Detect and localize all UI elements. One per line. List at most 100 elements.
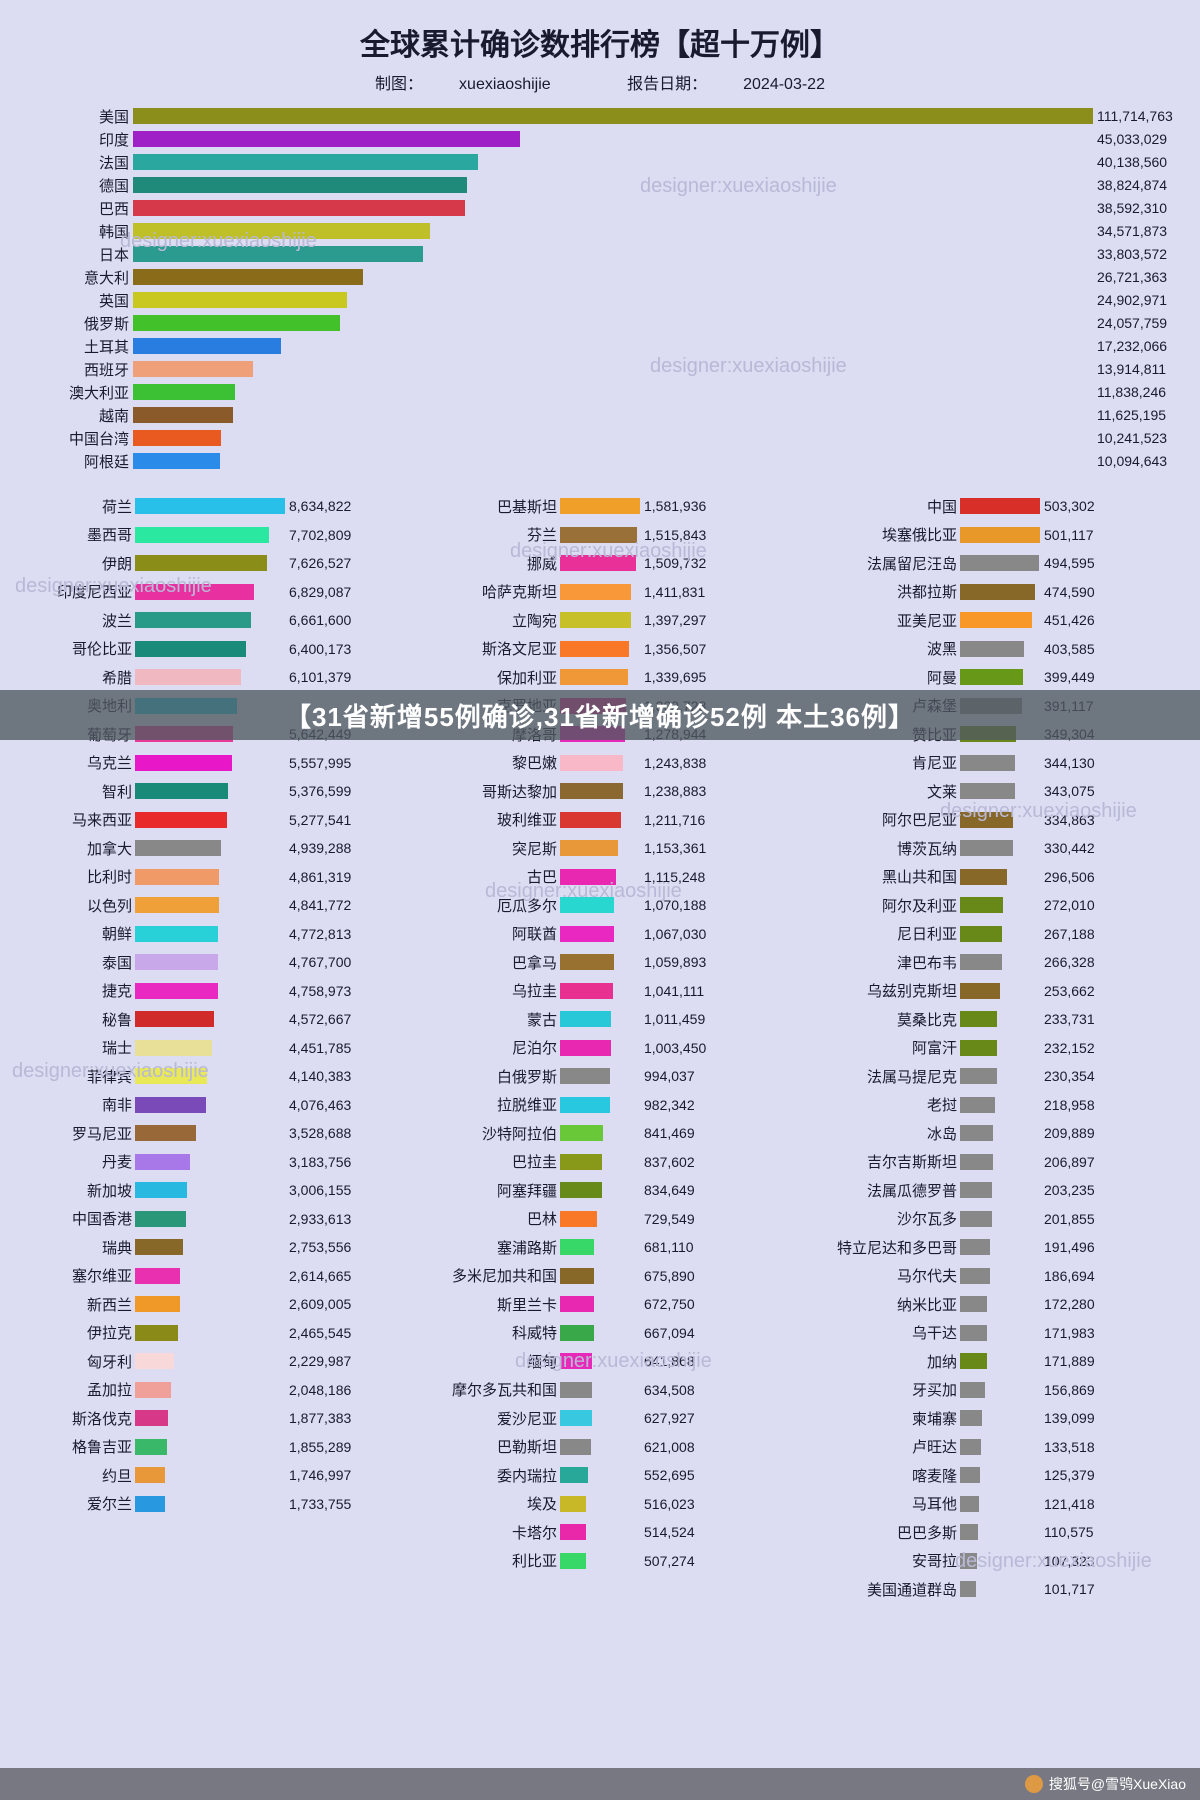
bar-area xyxy=(960,1239,1040,1255)
bar-fill xyxy=(960,1325,987,1341)
bar-value: 7,702,809 xyxy=(285,527,351,543)
bar-value: 1,733,755 xyxy=(285,1496,351,1512)
bar-area xyxy=(135,1353,285,1369)
bar-label: 越南 xyxy=(25,405,133,426)
bar-label: 埃及 xyxy=(385,1493,560,1514)
bar-label: 意大利 xyxy=(25,267,133,288)
bar-area xyxy=(135,1325,285,1341)
bar-label: 秘鲁 xyxy=(25,1009,135,1030)
bar-value: 10,094,643 xyxy=(1093,453,1167,469)
bar-area xyxy=(135,1040,285,1056)
col-bar-row: 肯尼亚344,130 xyxy=(775,750,1175,776)
bar-fill xyxy=(135,641,246,657)
bar-area xyxy=(560,1097,640,1113)
bar-fill xyxy=(560,1011,611,1027)
bar-fill xyxy=(960,1496,979,1512)
col-bar-row: 智利5,376,599 xyxy=(25,778,385,804)
bar-area xyxy=(960,983,1040,999)
bar-label: 巴拿马 xyxy=(385,952,560,973)
bar-area xyxy=(135,1154,285,1170)
bar-fill xyxy=(960,1040,997,1056)
bar-label: 委内瑞拉 xyxy=(385,1465,560,1486)
bar-area xyxy=(960,584,1040,600)
bar-fill xyxy=(560,1154,602,1170)
bar-fill xyxy=(135,869,219,885)
bar-fill xyxy=(133,108,1093,124)
bar-fill xyxy=(135,755,232,771)
bar-area xyxy=(560,983,640,999)
col-bar-row: 纳米比亚172,280 xyxy=(775,1291,1175,1317)
bar-fill xyxy=(135,555,267,571)
bar-value: 494,595 xyxy=(1040,555,1095,571)
col-bar-row: 吉尔吉斯斯坦206,897 xyxy=(775,1149,1175,1175)
bar-value: 2,933,613 xyxy=(285,1211,351,1227)
bar-area xyxy=(960,669,1040,685)
col-bar-row: 马尔代夫186,694 xyxy=(775,1263,1175,1289)
bar-label: 印度 xyxy=(25,129,133,150)
col-bar-row: 沙尔瓦多201,855 xyxy=(775,1206,1175,1232)
col-bar-row: 乌干达171,983 xyxy=(775,1320,1175,1346)
bar-value: 3,183,756 xyxy=(285,1154,351,1170)
bar-fill xyxy=(560,1268,594,1284)
bar-fill xyxy=(560,1182,602,1198)
top-bar-chart: 美国111,714,763印度45,033,029法国40,138,560德国3… xyxy=(25,106,1175,471)
bar-fill xyxy=(960,641,1024,657)
bar-label: 巴勒斯坦 xyxy=(385,1436,560,1457)
bar-area xyxy=(560,1040,640,1056)
bar-area xyxy=(135,1467,285,1483)
bar-label: 保加利亚 xyxy=(385,667,560,688)
col-bar-row: 波黑403,585 xyxy=(775,636,1175,662)
bar-value: 516,023 xyxy=(640,1496,695,1512)
col-bar-row: 黎巴嫩1,243,838 xyxy=(385,750,775,776)
bar-area xyxy=(560,1011,640,1027)
bar-fill xyxy=(560,1296,594,1312)
col-bar-row: 白俄罗斯994,037 xyxy=(385,1063,775,1089)
bar-area xyxy=(133,246,1093,262)
bar-fill xyxy=(133,177,467,193)
bar-fill xyxy=(133,246,423,262)
bar-label: 格鲁吉亚 xyxy=(25,1436,135,1457)
bar-fill xyxy=(560,1553,586,1569)
col-bar-row: 突尼斯1,153,361 xyxy=(385,835,775,861)
bar-label: 巴林 xyxy=(385,1208,560,1229)
bar-label: 伊朗 xyxy=(25,553,135,574)
bar-value: 2,229,987 xyxy=(285,1353,351,1369)
bar-area xyxy=(560,1496,640,1512)
top-bar-row: 西班牙13,914,811 xyxy=(25,359,1175,379)
col-bar-row: 阿富汗232,152 xyxy=(775,1035,1175,1061)
bar-area xyxy=(135,783,285,799)
col-bar-row: 乌兹别克斯坦253,662 xyxy=(775,978,1175,1004)
bar-fill xyxy=(135,1268,180,1284)
bar-label: 马尔代夫 xyxy=(775,1265,960,1286)
bar-label: 安哥拉 xyxy=(775,1550,960,1571)
bar-value: 8,634,822 xyxy=(285,498,351,514)
bar-value: 6,400,173 xyxy=(285,641,351,657)
col-bar-row: 斯洛文尼亚1,356,507 xyxy=(385,636,775,662)
bar-label: 巴基斯坦 xyxy=(385,496,560,517)
bar-label: 卡塔尔 xyxy=(385,1522,560,1543)
bar-area xyxy=(960,1439,1040,1455)
bar-area xyxy=(560,584,640,600)
bar-area xyxy=(135,555,285,571)
bar-area xyxy=(560,612,640,628)
bar-fill xyxy=(133,430,221,446)
bar-label: 沙特阿拉伯 xyxy=(385,1123,560,1144)
bar-area xyxy=(135,869,285,885)
bar-fill xyxy=(960,869,1007,885)
col-bar-row: 匈牙利2,229,987 xyxy=(25,1348,385,1374)
bar-label: 中国 xyxy=(775,496,960,517)
bar-value: 101,717 xyxy=(1040,1581,1095,1597)
col-bar-row: 阿塞拜疆834,649 xyxy=(385,1177,775,1203)
bar-value: 667,094 xyxy=(640,1325,695,1341)
author-block: 制图：xuexiaoshijie xyxy=(357,76,569,93)
bar-value: 209,889 xyxy=(1040,1125,1095,1141)
bar-label: 孟加拉 xyxy=(25,1379,135,1400)
bar-value: 107,323 xyxy=(1040,1553,1095,1569)
bar-fill xyxy=(135,498,285,514)
col-bar-row: 巴基斯坦1,581,936 xyxy=(385,493,775,519)
bar-area xyxy=(135,1268,285,1284)
bar-area xyxy=(133,223,1093,239)
col-bar-row xyxy=(775,1605,1175,1631)
bar-label: 尼日利亚 xyxy=(775,923,960,944)
bar-value: 111,714,763 xyxy=(1093,108,1173,124)
